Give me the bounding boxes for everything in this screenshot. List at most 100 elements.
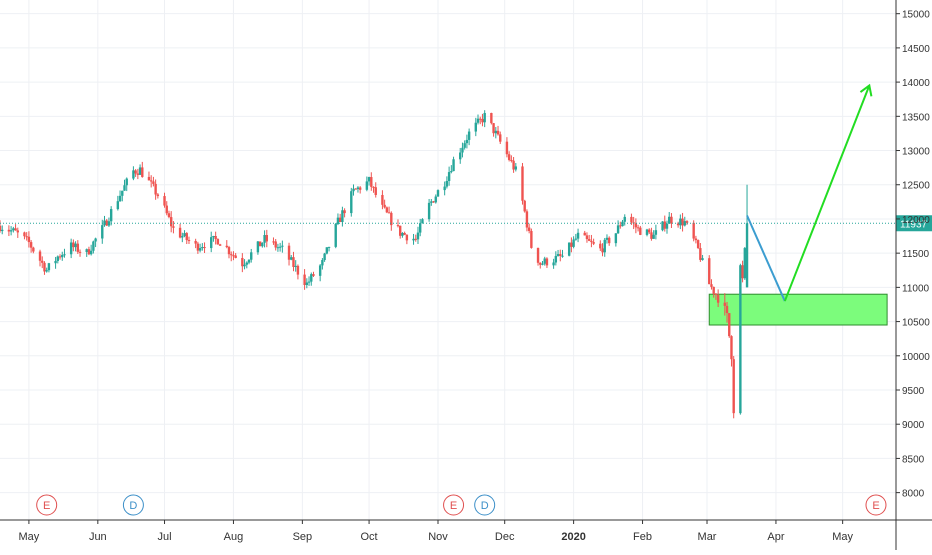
x-tick-label: Apr [767, 531, 784, 543]
candle [414, 234, 417, 242]
candle [434, 194, 437, 204]
candle-body [218, 244, 222, 246]
candle [134, 169, 137, 177]
candle [459, 147, 462, 164]
candle-body [41, 260, 44, 263]
candle-body [356, 187, 360, 190]
candle-body [305, 282, 309, 286]
candle [25, 232, 28, 241]
candle [710, 279, 713, 290]
candle-body [619, 225, 622, 227]
candle [7, 225, 11, 237]
candle [367, 176, 371, 186]
candle [241, 253, 244, 273]
y-tick-label: 14000 [902, 78, 930, 89]
y-axis[interactable]: 8000 8500 9000 9500 10000 10500 11000 11500 1200… [895, 0, 930, 550]
candle-body [338, 217, 342, 223]
candle-body [185, 233, 188, 241]
y-tick-label: 9000 [902, 420, 925, 431]
candle [443, 181, 446, 196]
candle [72, 239, 75, 252]
candle-body [507, 154, 511, 160]
candle [447, 166, 451, 186]
candle-body [561, 255, 564, 257]
event-marker-circle [36, 494, 58, 516]
candle-body [556, 254, 560, 256]
candle-body [621, 221, 624, 227]
candle-body [648, 229, 651, 233]
candle-body [405, 234, 409, 241]
candle-body [427, 202, 431, 220]
candle-body [183, 233, 186, 237]
candle-body [496, 130, 500, 135]
candle-body [681, 218, 684, 226]
event-marker[interactable]: E [36, 494, 58, 516]
candle [94, 237, 97, 248]
candle [272, 237, 275, 245]
candle-body [634, 223, 638, 228]
candle [572, 236, 575, 249]
candle-body [539, 262, 542, 265]
x-axis[interactable]: May Jun Jul Aug Sep Oct Nov Dec 2020 Feb Mar Apr May [0, 519, 932, 543]
candle-body [474, 122, 477, 132]
candle [258, 241, 262, 247]
candle [76, 240, 80, 254]
candle [63, 248, 66, 258]
candle-body [723, 302, 727, 306]
candle-body [670, 216, 673, 224]
candle-body [225, 245, 228, 248]
candle-body [367, 177, 371, 182]
candle-body [381, 194, 384, 205]
candle-body [365, 181, 369, 190]
event-marker-label: E [43, 500, 50, 512]
x-tick-label: Mar [698, 531, 717, 543]
candle-body [445, 180, 449, 187]
candle [665, 220, 669, 234]
event-marker[interactable]: E [443, 494, 465, 516]
candle-body [401, 232, 404, 236]
candle-body [463, 143, 466, 148]
candle [292, 251, 295, 272]
candles [0, 110, 749, 419]
candle [696, 239, 700, 250]
candle [43, 261, 46, 275]
x-tick-label: Aug [224, 531, 244, 543]
candle-body [585, 235, 589, 240]
candle-body [436, 190, 440, 197]
candle-body [276, 247, 280, 249]
candle-body [56, 256, 60, 261]
x-tick-label: Feb [633, 531, 652, 543]
y-tick-label: 15000 [902, 10, 930, 21]
candle [12, 226, 15, 233]
candle-body [416, 232, 420, 240]
candle-body [294, 265, 297, 267]
candle-body [699, 248, 702, 260]
candle-body [321, 260, 324, 266]
candle [592, 238, 595, 246]
y-tick-label: 13000 [902, 147, 930, 158]
candle-body [614, 233, 618, 244]
x-tick-label: May [832, 531, 853, 543]
candle-body [396, 225, 400, 227]
candle-body [574, 238, 578, 240]
candle-body [639, 227, 642, 235]
candle [276, 243, 280, 252]
event-marker[interactable]: D [122, 494, 144, 516]
candle-body [78, 251, 82, 253]
candle-body [490, 112, 493, 124]
candle-body [465, 139, 469, 144]
candle [212, 235, 215, 242]
candle-body [527, 227, 531, 231]
candle [47, 262, 51, 273]
candle [543, 256, 546, 266]
candle-body [450, 171, 453, 173]
grid [0, 0, 896, 520]
candle-body [232, 255, 235, 257]
candle [250, 248, 253, 263]
candle [232, 251, 235, 261]
event-marker[interactable]: E [865, 494, 887, 516]
candle-body [630, 216, 633, 223]
event-marker[interactable]: D [474, 494, 496, 516]
